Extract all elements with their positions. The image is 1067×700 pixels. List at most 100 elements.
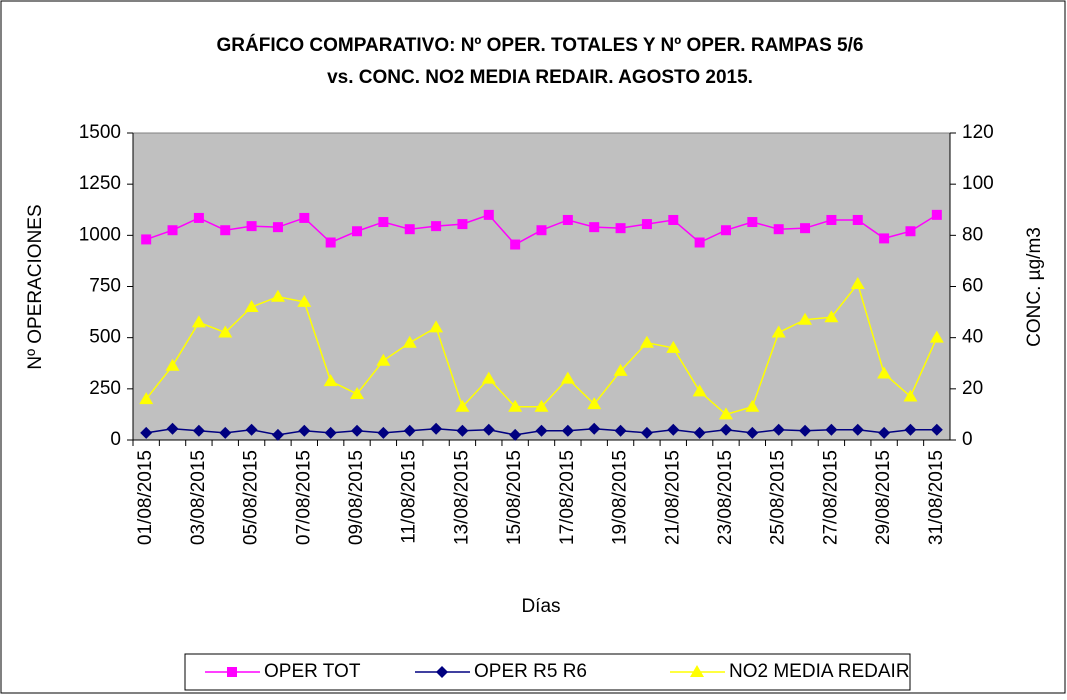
marker	[244, 299, 259, 312]
x-tick-label: 13/08/2015	[451, 450, 472, 545]
y-tick-label: 250	[89, 378, 121, 399]
marker	[325, 237, 336, 248]
marker	[482, 423, 495, 436]
marker	[879, 233, 890, 244]
marker	[824, 310, 839, 323]
marker	[929, 330, 944, 343]
marker	[192, 424, 205, 437]
x-tick-label: 27/08/2015	[820, 450, 841, 545]
marker	[746, 426, 759, 439]
marker	[508, 399, 523, 412]
x-tick-label: 29/08/2015	[873, 450, 894, 545]
marker	[377, 426, 390, 439]
marker	[666, 340, 681, 353]
marker	[799, 424, 812, 437]
marker	[931, 209, 942, 220]
marker	[640, 426, 653, 439]
marker	[402, 335, 417, 348]
y-tick-label: 1000	[79, 224, 121, 245]
marker	[826, 214, 837, 225]
marker	[639, 335, 654, 348]
marker	[561, 424, 574, 437]
y-tick-label: 750	[89, 276, 121, 297]
marker	[825, 423, 838, 436]
chart-title: GRÁFICO COMPARATIVO: Nº OPER. TOTALES Y …	[217, 34, 864, 56]
marker	[219, 426, 232, 439]
marker	[481, 371, 496, 384]
marker	[483, 209, 494, 220]
marker	[904, 423, 917, 436]
y2-tick-label: 0	[962, 429, 973, 450]
marker	[562, 214, 573, 225]
marker	[139, 392, 154, 405]
marker	[246, 221, 257, 232]
marker	[141, 234, 152, 245]
marker	[378, 217, 389, 228]
y-tick-label: 500	[89, 327, 121, 348]
marker	[771, 325, 786, 338]
x-tick-label: 01/08/2015	[135, 450, 156, 545]
marker	[641, 219, 652, 230]
marker	[271, 428, 284, 441]
marker	[352, 226, 363, 237]
marker	[167, 225, 178, 236]
legend-marker	[690, 665, 704, 677]
marker	[166, 422, 179, 435]
marker	[245, 423, 258, 436]
marker	[878, 426, 891, 439]
marker	[587, 397, 602, 410]
marker	[430, 422, 443, 435]
y2-tick-label: 120	[962, 122, 994, 143]
marker	[536, 225, 547, 236]
marker	[694, 237, 705, 248]
y2-axis-label: CONC. µg/m3	[1024, 227, 1045, 347]
x-axis-label: Días	[521, 596, 560, 617]
x-tick-label: 23/08/2015	[715, 450, 736, 545]
x-tick-label: 03/08/2015	[188, 450, 209, 545]
marker	[455, 399, 470, 412]
marker	[798, 312, 813, 325]
marker	[404, 224, 415, 235]
marker	[930, 423, 943, 436]
marker	[693, 426, 706, 439]
marker	[852, 214, 863, 225]
marker	[351, 424, 364, 437]
marker	[747, 217, 758, 228]
marker	[745, 399, 760, 412]
marker	[589, 222, 600, 233]
marker	[615, 223, 626, 234]
y2-tick-label: 60	[962, 276, 983, 297]
y-tick-label: 0	[110, 429, 121, 450]
marker	[800, 223, 811, 234]
y2-tick-label: 100	[962, 173, 994, 194]
marker	[877, 366, 892, 379]
marker	[272, 222, 283, 233]
marker	[509, 428, 522, 441]
chart-title: vs. CONC. NO2 MEDIA REDAIR. AGOSTO 2015.	[327, 67, 753, 88]
marker	[140, 426, 153, 439]
x-tick-label: 07/08/2015	[293, 450, 314, 545]
marker	[220, 225, 231, 236]
marker	[218, 325, 233, 338]
x-tick-label: 17/08/2015	[557, 450, 578, 545]
marker	[535, 424, 548, 437]
marker	[560, 371, 575, 384]
x-tick-label: 09/08/2015	[346, 450, 367, 545]
legend-box	[184, 653, 911, 691]
marker	[298, 424, 311, 437]
x-tick-label: 25/08/2015	[768, 450, 789, 545]
y2-tick-label: 20	[962, 378, 983, 399]
y-tick-label: 1250	[79, 173, 121, 194]
marker	[510, 239, 521, 250]
legend-marker	[436, 666, 448, 678]
y2-tick-label: 40	[962, 327, 983, 348]
marker	[614, 424, 627, 437]
y-tick-label: 1500	[79, 122, 121, 143]
marker	[431, 221, 442, 232]
marker	[191, 315, 206, 328]
marker	[851, 423, 864, 436]
marker	[324, 426, 337, 439]
y2-tick-label: 80	[962, 224, 983, 245]
marker	[718, 407, 733, 420]
